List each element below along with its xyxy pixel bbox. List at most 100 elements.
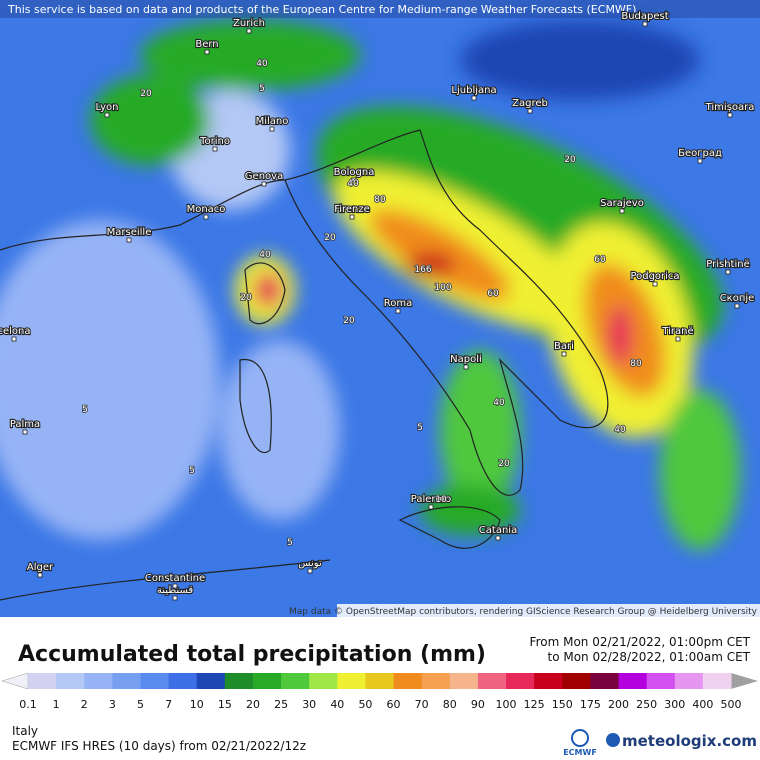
colorbar-segment bbox=[562, 673, 591, 689]
city-marker bbox=[172, 583, 178, 589]
city-label: Budapest bbox=[621, 11, 668, 22]
city-label: Napoli bbox=[450, 354, 482, 365]
city-label: Bern bbox=[195, 39, 218, 50]
city-label: Bari bbox=[554, 341, 574, 352]
city-marker bbox=[203, 214, 209, 220]
city-marker bbox=[642, 21, 648, 27]
colorbar-tick-label: 250 bbox=[636, 698, 657, 711]
colorbar-segment bbox=[196, 673, 226, 689]
colorbar-segment bbox=[281, 673, 310, 689]
city-label: Ljubljana bbox=[451, 85, 496, 96]
city-marker bbox=[246, 28, 252, 34]
city-label: Zurich bbox=[233, 18, 265, 29]
colorbar-segment bbox=[477, 673, 507, 689]
region: Italy bbox=[12, 724, 38, 738]
contour-label: 20 bbox=[498, 459, 510, 469]
attribution: Map data © OpenStreetMap contributors, r… bbox=[289, 607, 758, 617]
city-label: Bologna bbox=[334, 167, 375, 178]
city-marker bbox=[395, 308, 401, 314]
city-marker bbox=[527, 108, 533, 114]
city-marker bbox=[172, 595, 178, 601]
city-marker bbox=[561, 351, 567, 357]
city-marker bbox=[261, 181, 267, 187]
colorbar-under bbox=[1, 672, 29, 690]
contour-label: 5 bbox=[189, 466, 195, 476]
colorbar-tick-label: 100 bbox=[496, 698, 517, 711]
colorbar-tick-label: 5 bbox=[137, 698, 144, 711]
colorbar-tick-label: 15 bbox=[218, 698, 232, 711]
colorbar-tick-label: 10 bbox=[190, 698, 204, 711]
city-label: قسنطينة bbox=[157, 585, 194, 596]
city-label: Београд bbox=[678, 148, 722, 159]
colorbar-segment bbox=[421, 673, 451, 689]
model-info: ECMWF IFS HRES (10 days) from 02/21/2022… bbox=[12, 739, 306, 753]
contour-label: 5 bbox=[417, 423, 423, 433]
colorbar-tick-label: 0.1 bbox=[19, 698, 37, 711]
colorbar-segment bbox=[590, 673, 620, 689]
contour-label: 20 bbox=[343, 316, 355, 326]
colorbar-tick-label: 90 bbox=[471, 698, 485, 711]
colorbar-segment bbox=[337, 673, 366, 689]
colorbar-tick-label: 200 bbox=[608, 698, 629, 711]
city-marker bbox=[204, 49, 210, 55]
contour-label: 40 bbox=[259, 250, 271, 260]
legend-title: Accumulated total precipitation (mm) bbox=[18, 642, 486, 667]
colorbar-segment bbox=[449, 673, 479, 689]
colorbar-tick-label: 60 bbox=[387, 698, 401, 711]
contour-label: 20 bbox=[324, 233, 336, 243]
contour-label: 20 bbox=[564, 155, 576, 165]
colorbar-segment bbox=[646, 673, 676, 689]
colorbar-segment bbox=[140, 673, 170, 689]
colorbar-segment bbox=[224, 673, 254, 689]
city-label: Palma bbox=[10, 419, 40, 430]
colorbar-tick-label: 80 bbox=[443, 698, 457, 711]
colorbar-tick-label: 50 bbox=[358, 698, 372, 711]
city-label: Zagreb bbox=[512, 98, 548, 109]
contour-label: 5 bbox=[259, 84, 265, 94]
contour-label: 40 bbox=[493, 398, 505, 408]
colorbar-tick-label: 500 bbox=[721, 698, 742, 711]
city-marker bbox=[126, 237, 132, 243]
city-label: Lyon bbox=[95, 102, 118, 113]
city-label: Constantine bbox=[145, 573, 205, 584]
colorbar-segment bbox=[168, 673, 198, 689]
contour-label: 60 bbox=[487, 289, 499, 299]
city-marker bbox=[22, 429, 28, 435]
city-marker bbox=[463, 364, 469, 370]
colorbar-segment bbox=[393, 673, 423, 689]
city-marker bbox=[349, 214, 355, 220]
ecmwf-logo bbox=[571, 729, 589, 747]
colorbar-tick-label: 300 bbox=[664, 698, 685, 711]
colorbar-segment bbox=[618, 673, 648, 689]
city-label: Milano bbox=[256, 116, 289, 127]
colorbar-tick-label: 2 bbox=[81, 698, 88, 711]
map bbox=[0, 0, 760, 617]
contour-label: 40 bbox=[614, 425, 626, 435]
city-marker bbox=[11, 336, 17, 342]
colorbar-segment bbox=[252, 673, 282, 689]
city-marker bbox=[734, 303, 740, 309]
notice: This service is based on data and produc… bbox=[7, 3, 636, 16]
contour-label: 20 bbox=[140, 89, 152, 99]
colorbar-over bbox=[731, 673, 758, 689]
city-label: Podgorica bbox=[630, 271, 679, 282]
city-marker bbox=[104, 112, 110, 118]
colorbar-tick-label: 40 bbox=[330, 698, 344, 711]
contour-label: 80 bbox=[374, 195, 386, 205]
city-label: celona bbox=[0, 326, 31, 337]
city-label: Prishtinë bbox=[706, 259, 749, 270]
brand: meteologix.com bbox=[622, 732, 757, 750]
colorbar-segment bbox=[506, 673, 535, 689]
contour-label: 40 bbox=[347, 179, 359, 189]
contour-label: 10 bbox=[435, 495, 447, 505]
colorbar-tick-label: 400 bbox=[692, 698, 713, 711]
city-label: Firenze bbox=[334, 204, 370, 215]
city-marker bbox=[675, 336, 681, 342]
city-marker bbox=[471, 95, 477, 101]
city-marker bbox=[727, 112, 733, 118]
colorbar-tick-label: 20 bbox=[246, 698, 260, 711]
colorbar-tick-label: 3 bbox=[109, 698, 116, 711]
colorbar-segment bbox=[84, 673, 113, 689]
colorbar: 0.1 1 2 3 5 7 10 15 20 25 30 40 50 60 70 80 90 100 125 150 1… bbox=[1, 672, 758, 711]
